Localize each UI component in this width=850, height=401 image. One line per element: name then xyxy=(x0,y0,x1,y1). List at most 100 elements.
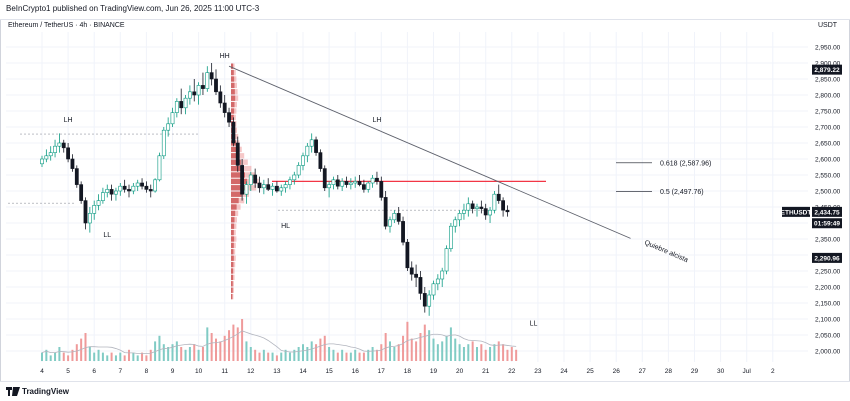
volume-profile-bar xyxy=(231,293,233,300)
published-text: BeInCrypto1 published on TradingView.com… xyxy=(6,4,260,13)
candle-body xyxy=(153,179,158,192)
candle-body xyxy=(427,294,432,307)
price-tick-label: 2,050.00 xyxy=(815,333,841,340)
volume-bar xyxy=(93,352,96,361)
volume-bar xyxy=(236,327,239,361)
price-tick-label: 2,500.00 xyxy=(815,189,841,196)
time-tick-label: Jul xyxy=(743,368,752,375)
volume-profile-bar xyxy=(231,172,245,178)
volume-bar xyxy=(219,341,222,361)
price-tick-label: 2,800.00 xyxy=(815,93,841,100)
volume-bar xyxy=(254,349,257,361)
price-badge-bg xyxy=(812,218,842,229)
volume-bar xyxy=(271,352,274,361)
candle-body xyxy=(261,184,266,189)
candle-body xyxy=(505,209,510,213)
volume-profile-bar xyxy=(231,197,239,204)
volume-bar xyxy=(67,355,70,361)
candle-body xyxy=(109,189,114,195)
volume-bar xyxy=(54,352,57,361)
candle-body xyxy=(401,221,405,243)
volume-bar xyxy=(471,341,474,361)
volume-profile-bar xyxy=(231,274,234,281)
volume-bar xyxy=(493,344,496,361)
fib-level-label: 0.5 (2,497.76) xyxy=(660,189,704,196)
volume-bar xyxy=(484,349,487,361)
volume-profile-bar xyxy=(231,281,233,287)
volume-bar xyxy=(397,344,400,361)
candle-body xyxy=(383,197,388,227)
time-tick-label: 20 xyxy=(456,368,464,375)
swing-label: LH xyxy=(372,117,381,124)
volume-bar xyxy=(449,327,452,361)
time-tick-label: 21 xyxy=(482,368,490,375)
volume-bar xyxy=(180,347,183,361)
volume-bar xyxy=(497,341,500,361)
symbol-title[interactable]: Ethereum / TetherUS · 4h · BINANCE xyxy=(8,22,125,29)
candle-body xyxy=(331,179,336,185)
candle-body xyxy=(379,181,384,198)
volume-bar xyxy=(441,341,444,361)
volume-bar xyxy=(241,319,244,361)
swing-label: HL xyxy=(281,223,290,230)
candle-body xyxy=(127,189,131,192)
tradingview-brand[interactable]: TradingView xyxy=(22,387,69,396)
volume-profile-bar xyxy=(231,236,235,242)
candle-body xyxy=(309,139,314,147)
candle-body xyxy=(470,203,475,209)
volume-bar xyxy=(293,349,296,361)
volume-bar xyxy=(249,347,252,361)
candle-body xyxy=(179,101,184,109)
candle-body xyxy=(40,158,44,165)
volume-bar xyxy=(262,349,265,361)
volume-bar xyxy=(284,349,287,361)
candle-body xyxy=(348,182,353,185)
candle-body xyxy=(235,142,240,166)
candle-body xyxy=(166,123,171,131)
time-tick-label: 30 xyxy=(717,368,725,375)
volume-profile-bar xyxy=(231,249,234,255)
candle-body xyxy=(392,213,397,221)
volume-bar xyxy=(171,344,174,361)
volume-bar xyxy=(288,352,291,361)
time-tick-label: 11 xyxy=(221,368,228,375)
candle-body xyxy=(205,72,210,89)
currency-label[interactable]: USDT xyxy=(818,22,838,29)
candle-body xyxy=(370,177,375,184)
candle-body xyxy=(214,78,218,93)
volume-profile-bar xyxy=(231,255,234,261)
volume-profile-bar xyxy=(231,268,234,274)
candle-body xyxy=(192,91,197,96)
candle-body xyxy=(196,85,201,96)
volume-bar xyxy=(136,355,139,361)
volume-profile-bar xyxy=(231,101,235,108)
volume-bar xyxy=(154,341,157,361)
candle-body xyxy=(118,185,123,192)
time-tick-label: 8 xyxy=(145,368,149,375)
volume-profile-bar xyxy=(231,229,234,236)
candle-body xyxy=(440,270,445,280)
volume-profile-bar xyxy=(231,261,234,268)
candle-body xyxy=(66,147,71,160)
volume-profile-bar xyxy=(231,185,246,191)
candle-body xyxy=(44,155,49,160)
candle-body xyxy=(253,174,258,184)
candle-body xyxy=(183,97,188,109)
swing-label: LL xyxy=(530,320,538,327)
volume-bar xyxy=(319,338,322,361)
footer-bar: TradingView xyxy=(0,381,850,401)
candle-body xyxy=(188,91,192,99)
volume-bar xyxy=(341,349,344,361)
candle-body xyxy=(296,165,301,176)
candle-body xyxy=(96,200,101,206)
swing-label: LH xyxy=(64,117,73,124)
candle-body xyxy=(83,200,88,224)
candle-body xyxy=(61,142,66,149)
time-tick-label: 5 xyxy=(66,368,70,375)
volume-profile-bar xyxy=(231,82,235,89)
candle-body xyxy=(301,155,305,166)
volume-bar xyxy=(384,333,387,361)
candle-body xyxy=(105,189,110,193)
volume-bar xyxy=(45,349,48,361)
